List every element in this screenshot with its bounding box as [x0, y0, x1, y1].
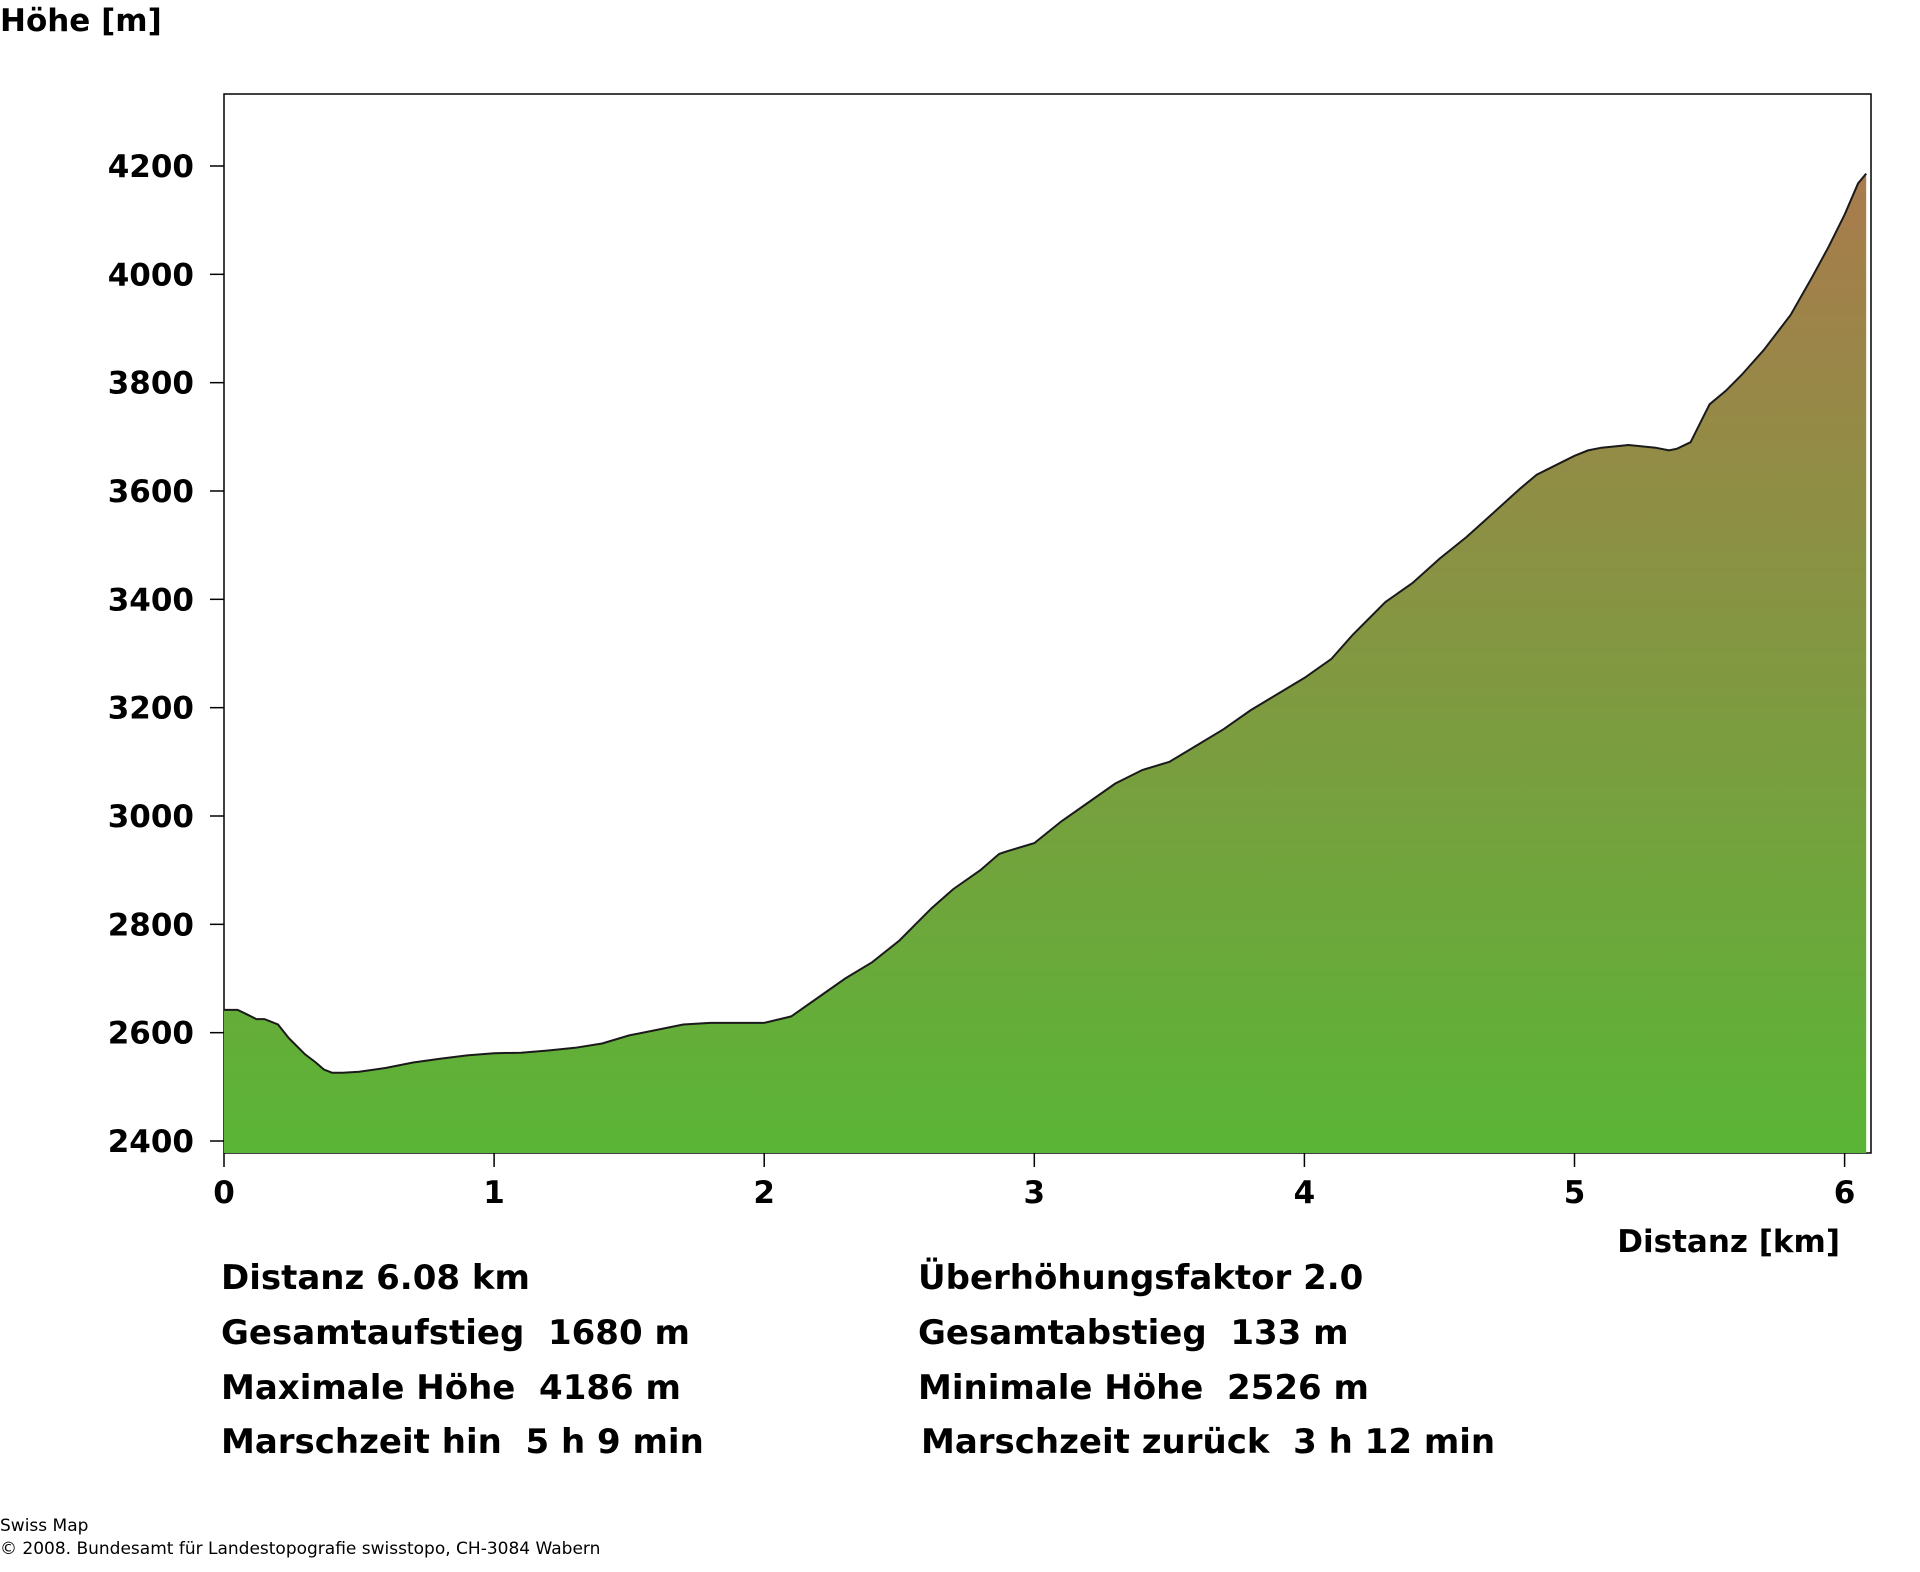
x-tick-label: 6 [1834, 1175, 1856, 1211]
x-axis: 0 1 2 3 4 5 6 [213, 1153, 1855, 1211]
y-tick-label: 3800 [108, 366, 194, 402]
x-tick-label: 4 [1294, 1175, 1316, 1211]
x-tick-label: 1 [483, 1175, 505, 1211]
y-tick-label: 4200 [108, 149, 194, 185]
y-tick-label: 3400 [108, 582, 194, 618]
x-axis-label: Distanz [km] [1617, 1224, 1840, 1260]
stat-descent: Gesamtabstieg 133 m [918, 1313, 1349, 1353]
elevation-line [224, 172, 1867, 1074]
y-tick-label: 2400 [108, 1124, 194, 1160]
y-tick-label: 3000 [108, 799, 194, 835]
stat-distance: Distanz 6.08 km [221, 1258, 530, 1298]
y-tick-label: 3200 [108, 691, 194, 727]
elevation-area [224, 173, 1867, 1154]
x-tick-label: 5 [1564, 1175, 1586, 1211]
stat-ascent: Gesamtaufstieg 1680 m [221, 1313, 690, 1353]
credit-source: Swiss Map [0, 1516, 89, 1536]
y-axis: 2400 2600 2800 3000 3200 3400 3600 3800 4000 4200 [108, 149, 224, 1160]
y-tick-label: 3600 [108, 474, 194, 510]
y-tick-label: 2600 [108, 1016, 194, 1052]
elevation-profile-chart: 2400260028003000320034003600380040004200… [0, 3, 1872, 1260]
x-tick-label: 3 [1024, 1175, 1046, 1211]
stat-exaggeration: Überhöhungsfaktor 2.0 [918, 1258, 1364, 1298]
y-tick-label: 4000 [108, 257, 194, 293]
stat-max-height: Maximale Höhe 4186 m [221, 1368, 681, 1408]
stat-min-height: Minimale Höhe 2526 m [918, 1368, 1369, 1408]
y-axis-label: Höhe [m] [0, 3, 162, 39]
stat-time-back: Marschzeit zurück 3 h 12 min [921, 1422, 1496, 1462]
x-tick-label: 2 [753, 1175, 775, 1211]
credit-copyright: © 2008. Bundesamt für Landestopografie s… [0, 1539, 601, 1559]
stat-time-forward: Marschzeit hin 5 h 9 min [221, 1422, 704, 1462]
x-tick-label: 0 [213, 1175, 235, 1211]
y-tick-label: 2800 [108, 907, 194, 943]
